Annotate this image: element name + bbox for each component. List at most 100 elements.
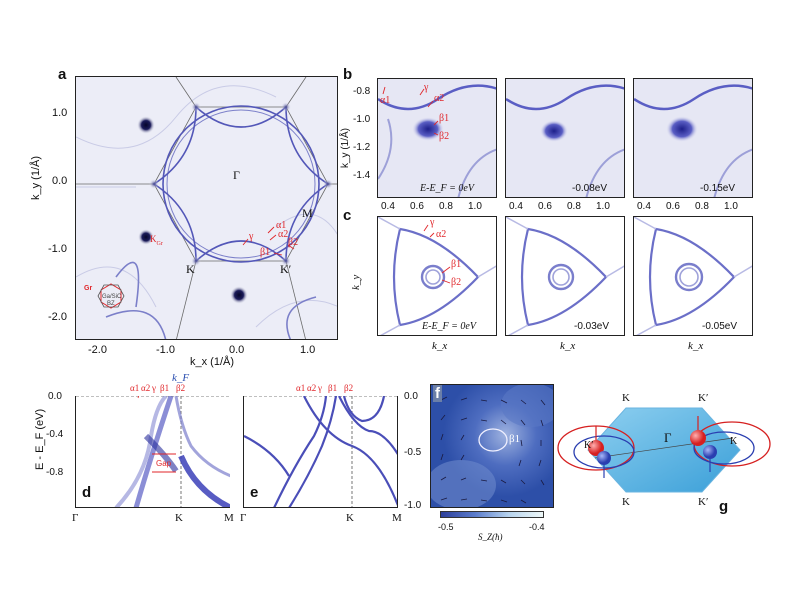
ytick-d-3: -0.8 — [46, 467, 64, 478]
fermi-surface-map: Γ M K K′ KGr α1 α2 γ β1 β2 Gr Ga/SiC BZ — [75, 76, 338, 340]
band-label-gamma-d: γ — [152, 383, 156, 393]
band-label-gamma-e: γ — [318, 383, 322, 393]
xtick-a-3: 0.0 — [229, 344, 245, 356]
ytick-d-1: 0.0 — [48, 391, 62, 402]
xtick-b2-1: 0.4 — [509, 201, 523, 212]
band-label-alpha2-c: α2 — [436, 229, 447, 240]
ytick-a-2: 0.0 — [52, 175, 68, 187]
panel-letter-b: b — [343, 66, 353, 83]
ytick-a-1: 1.0 — [52, 107, 68, 119]
cbar-max: -0.4 — [529, 522, 545, 532]
corner-kp-bottom-right: K′ — [698, 496, 709, 508]
k-gr-spot-1 — [137, 116, 155, 134]
inset-bz-label-2: BZ — [107, 301, 115, 307]
band-label-beta1-a: β1 — [260, 247, 271, 258]
inner-k-right: K — [730, 436, 738, 447]
xtick-b1-4: 1.0 — [468, 201, 482, 212]
spin-texture-map: f β1 — [430, 384, 554, 508]
xtick-e-1: Γ — [240, 512, 247, 524]
band-label-gamma-b: γ — [424, 82, 429, 93]
band-label-alpha2-d: α2 — [141, 383, 151, 393]
cut-b-015ev-svg — [634, 84, 752, 197]
ytick-a-4: -2.0 — [48, 311, 67, 323]
sz-colorbar — [440, 511, 544, 518]
bz-inset — [97, 283, 125, 309]
band-label-alpha1-d: α1 — [130, 383, 140, 393]
ytick-b-3: -1.2 — [353, 142, 371, 153]
band-label-beta2-a: β2 — [288, 237, 299, 248]
band-label-alpha2-a: α2 — [278, 229, 289, 240]
band-label-beta2-d: β2 — [176, 383, 186, 393]
xtick-b3-2: 0.6 — [666, 201, 680, 212]
xtick-a-1: -2.0 — [88, 344, 107, 356]
band-contours — [105, 105, 329, 339]
band-label-beta2-b: β2 — [439, 131, 450, 142]
band-label-beta1-b: β1 — [439, 113, 450, 124]
xtick-b3-4: 1.0 — [724, 201, 738, 212]
xtick-b2-4: 1.0 — [596, 201, 610, 212]
yaxis-label-c: k_y — [350, 274, 362, 290]
panel-letter-c: c — [343, 207, 352, 224]
ytick-e-3: -1.0 — [404, 500, 422, 511]
band-label-alpha1-a: α1 — [276, 220, 287, 231]
band-arrows-a — [242, 226, 295, 256]
xtick-a-2: -1.0 — [156, 344, 175, 356]
band-label-beta2-e: β2 — [344, 383, 354, 393]
inner-kp-left: K′ — [584, 440, 594, 451]
cut-b-015ev: -0.15eV — [633, 78, 753, 198]
corner-k-bottom-left: K — [622, 496, 630, 508]
xaxis-label-c-3: k_x — [688, 340, 704, 352]
bz-hex-g — [587, 407, 741, 493]
calc-c-005ev-svg — [634, 217, 752, 335]
spin-arrows — [440, 396, 546, 504]
k-gr-spot-3 — [230, 286, 248, 304]
xtick-b1-3: 0.8 — [439, 201, 453, 212]
cbar-min: -0.5 — [438, 522, 454, 532]
panel-letter-g: g — [719, 498, 729, 515]
xtick-b1-1: 0.4 — [381, 201, 395, 212]
cbar-label: S_Z(ħ) — [478, 532, 503, 542]
arpes-cut-d: Gap d — [75, 396, 230, 508]
xtick-b2-3: 0.8 — [567, 201, 581, 212]
corner-kp-top-right: K′ — [698, 392, 709, 404]
gap-label: Gap — [156, 459, 172, 468]
xtick-b3-1: 0.4 — [637, 201, 651, 212]
xtick-d-1: Γ — [72, 512, 79, 524]
xaxis-label-c-1: k_x — [432, 340, 448, 352]
yaxis-label-b: k_y (1/Å) — [340, 127, 351, 168]
ytick-b-4: -1.4 — [353, 170, 371, 181]
gamma-label-g: Γ — [664, 430, 672, 445]
ytick-e-1: 0.0 — [404, 391, 418, 402]
energy-label-c-1: E-E_F = 0eV — [422, 321, 476, 332]
band-label-beta1-e: β1 — [328, 383, 338, 393]
bz-hexagon — [153, 106, 329, 262]
panel-letter-d: d — [82, 484, 92, 501]
cut-b-0ev: α1 γ α2 β1 β2 E-E_F = 0eV — [377, 78, 497, 198]
yaxis-label-d: E - E_F (eV) — [34, 408, 46, 470]
panel-letter-f: f — [433, 385, 442, 402]
beta1-label-f: β1 — [509, 433, 521, 445]
band-label-alpha1-b: α1 — [380, 95, 391, 106]
xtick-b1-2: 0.6 — [410, 201, 424, 212]
ytick-b-2: -1.0 — [353, 114, 371, 125]
yaxis-label-a: k_y (1/Å) — [30, 155, 42, 200]
xaxis-label-c-2: k_x — [560, 340, 576, 352]
spin-texture-svg — [431, 385, 553, 507]
k-label-a: K — [186, 262, 195, 276]
energy-label-b-1: E-E_F = 0eV — [420, 183, 474, 194]
calc-c-0ev-svg — [378, 217, 496, 335]
inset-bz-label-1: Ga/SiC — [102, 294, 122, 300]
xtick-b2-2: 0.6 — [538, 201, 552, 212]
band-label-beta1-c: β1 — [451, 259, 462, 270]
cut-b-008ev: -0.08eV — [505, 78, 625, 198]
panel-letter-e: e — [250, 484, 259, 501]
calc-c-003ev: -0.03eV — [505, 216, 625, 336]
xtick-d-3: M — [224, 512, 234, 524]
ytick-e-2: -0.5 — [404, 447, 422, 458]
corner-k-top-left: K — [622, 392, 630, 404]
xtick-a-4: 1.0 — [300, 344, 316, 356]
band-label-gamma-a: γ — [249, 231, 254, 242]
xtick-d-2: K — [175, 512, 183, 524]
xtick-e-2: K — [346, 512, 354, 524]
energy-label-c-3: -0.05eV — [702, 321, 738, 332]
